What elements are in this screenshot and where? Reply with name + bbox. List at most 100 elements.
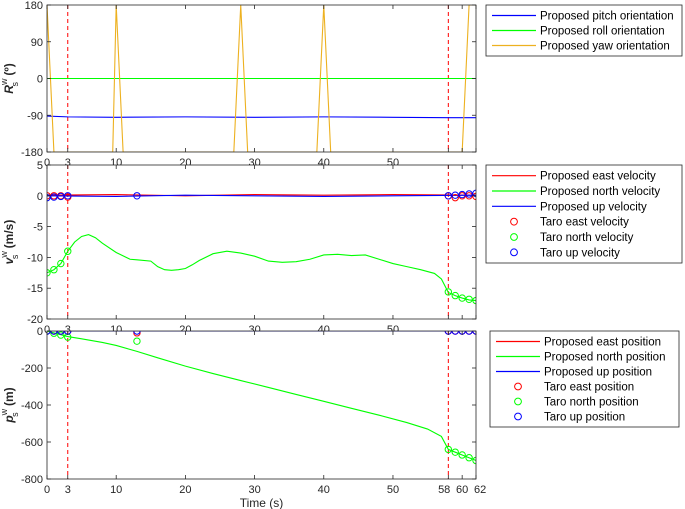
xtick-label: 10 [110, 484, 122, 496]
series-marker-5-8 [465, 190, 473, 198]
xtick-label: 60 [456, 484, 468, 496]
series-line-0 [47, 115, 476, 119]
series-line-2 [47, 194, 476, 197]
xlabel: Time (s) [240, 496, 284, 509]
series-marker-4-8 [465, 454, 473, 462]
series-marker-4-5 [444, 445, 453, 454]
xtick-label: 58 [438, 484, 450, 496]
ylabel: Rws (º) [0, 63, 20, 93]
legend-label: Taro north velocity [540, 232, 634, 244]
xtick-label: 40 [318, 484, 330, 496]
series-marker-5-5 [444, 192, 453, 200]
ylabel-superscript: w [0, 78, 9, 86]
ytick-label: -180 [21, 147, 43, 159]
ytick-label: -90 [27, 110, 43, 122]
xtick-label: 20 [179, 484, 191, 496]
ytick-label: 0 [37, 74, 43, 86]
ylabel-symbol: v [2, 256, 16, 264]
xtick-label: 62 [474, 484, 486, 496]
ylabel: vws (m/s) [0, 220, 20, 265]
legend-label: Proposed roll orientation [540, 26, 665, 38]
ylabel-unit: (m/s) [2, 220, 16, 252]
legend-label: Proposed north velocity [540, 186, 660, 198]
series-marker-5-0 [47, 193, 51, 202]
ytick-label: -800 [21, 474, 43, 486]
ylabel-symbol: R [2, 85, 16, 94]
series-marker-5-6 [451, 191, 459, 199]
ylabel-subscript: s [10, 82, 20, 87]
series-marker-4-5 [451, 291, 459, 300]
xtick-label: 3 [65, 324, 71, 336]
ylabel-unit: (m) [2, 387, 16, 409]
legend-marker-icon [514, 412, 522, 421]
series-marker-4-6 [458, 294, 466, 302]
ytick-label: -400 [21, 400, 43, 412]
series-marker-5-7 [458, 190, 466, 199]
legend-label: Proposed east position [544, 337, 661, 349]
series-marker-4-1 [50, 266, 58, 274]
series-marker-5-1 [50, 193, 58, 201]
legend-label: Proposed pitch orientation [540, 11, 674, 23]
legend-label: Proposed up position [544, 367, 652, 379]
plot-area [47, 331, 476, 479]
ytick-label: -600 [21, 437, 43, 449]
plot-area [47, 165, 476, 319]
legend-label: Taro east velocity [540, 217, 629, 229]
ytick-label: -200 [21, 363, 43, 375]
xtick-label: 30 [248, 484, 260, 496]
series-marker-5-3 [64, 192, 72, 200]
series-marker-4-7 [465, 295, 473, 303]
series-line-1 [47, 234, 476, 302]
legend-label: Proposed up velocity [540, 201, 647, 213]
xtick-label: 0 [44, 324, 50, 336]
series-marker-4-0 [47, 269, 51, 277]
ylabel: pws (m) [0, 387, 20, 423]
xtick-label: 3 [65, 484, 71, 496]
series-marker-4-4 [444, 288, 453, 296]
legend-label: Proposed yaw orientation [540, 41, 670, 53]
series-marker-4-2 [57, 331, 65, 339]
ylabel-subscript: s [10, 254, 20, 259]
legend: Proposed east velocity Proposed north vel… [485, 164, 683, 264]
legend-label: Taro north position [544, 397, 639, 409]
series-marker-5-4 [133, 192, 141, 200]
ytick-label: 0 [37, 326, 43, 338]
ylabel-superscript: w [0, 251, 9, 259]
ylabel-superscript: w [0, 408, 9, 416]
legend-marker-icon [510, 217, 518, 226]
series-marker-5-4 [133, 331, 141, 335]
series-marker-5-6 [451, 331, 459, 335]
xtick-label: 3 [65, 157, 71, 169]
ytick-label: -10 [27, 252, 43, 264]
legend-marker-icon [514, 397, 522, 406]
series-marker-5-2 [57, 331, 65, 335]
ylabel-symbol: p [2, 415, 16, 423]
legend-label: Proposed north position [544, 352, 665, 364]
ytick-label: -20 [27, 314, 43, 326]
ytick-label: 0 [37, 191, 43, 203]
plot-data [47, 331, 476, 479]
series-marker-5-8 [465, 331, 473, 335]
series-marker-4-4 [133, 337, 141, 345]
legend-marker-icon [510, 248, 518, 257]
ylabel-unit: (º) [2, 63, 16, 79]
ytick-label: 90 [31, 37, 43, 49]
series-marker-3-5 [451, 193, 459, 202]
ytick-label: 5 [37, 160, 43, 172]
series-marker-4-6 [451, 448, 459, 456]
xtick-label: 0 [44, 484, 50, 496]
series-line-2 [47, 5, 476, 152]
legend-box [485, 164, 683, 264]
plot-data [47, 5, 476, 152]
ylabel-subscript: s [10, 412, 20, 417]
series-line-1 [47, 331, 476, 462]
legend-marker-icon [514, 382, 522, 391]
series-marker-5-1 [50, 331, 58, 335]
series-line-0 [47, 194, 476, 197]
legend-box [489, 330, 680, 428]
legend-label: Proposed east velocity [540, 171, 656, 183]
